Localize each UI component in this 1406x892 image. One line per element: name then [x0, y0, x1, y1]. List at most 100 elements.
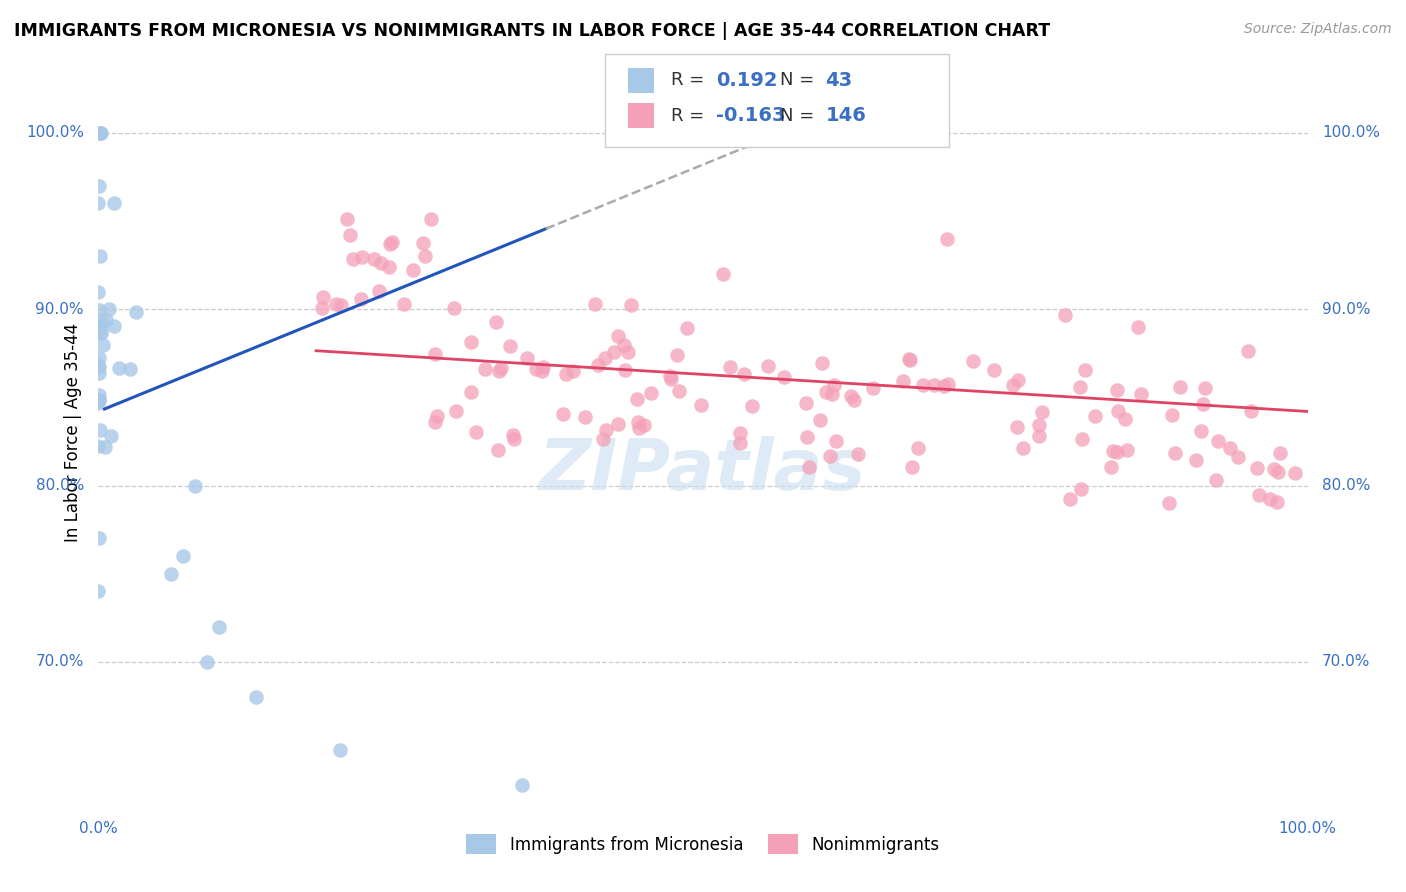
- Point: [87, 351, 110, 365]
- Point: [901, 460, 924, 475]
- Point: [613, 338, 636, 352]
- Point: [1268, 446, 1291, 460]
- Point: [1126, 320, 1149, 334]
- Point: [91, 337, 114, 351]
- Point: [922, 378, 945, 392]
- Point: [1246, 461, 1268, 475]
- Text: 100.0%: 100.0%: [25, 126, 84, 140]
- Point: [474, 361, 496, 376]
- Point: [89, 249, 111, 263]
- Point: [1073, 363, 1095, 377]
- Point: [87, 532, 110, 546]
- Point: [87, 302, 110, 317]
- Point: [797, 459, 820, 474]
- Point: [1059, 492, 1081, 507]
- Point: [574, 409, 596, 424]
- Point: [392, 297, 415, 311]
- Point: [1226, 450, 1249, 464]
- Text: R =: R =: [671, 71, 710, 89]
- Point: [1107, 403, 1129, 417]
- Point: [1130, 386, 1153, 401]
- Point: [1284, 466, 1306, 480]
- Point: [489, 361, 512, 376]
- Point: [1069, 380, 1091, 394]
- Text: R =: R =: [671, 107, 710, 125]
- Point: [898, 353, 921, 368]
- Point: [1267, 494, 1289, 508]
- Point: [311, 301, 333, 315]
- Point: [1107, 445, 1129, 459]
- Point: [336, 211, 359, 226]
- Point: [1240, 404, 1263, 418]
- Point: [1168, 379, 1191, 393]
- Point: [423, 347, 446, 361]
- Point: [1260, 492, 1282, 507]
- Point: [412, 235, 434, 250]
- Point: [893, 375, 915, 389]
- Text: 146: 146: [825, 106, 866, 126]
- Point: [363, 252, 385, 266]
- Point: [460, 384, 482, 399]
- Point: [588, 358, 610, 372]
- Point: [381, 235, 404, 249]
- Point: [208, 619, 231, 633]
- Point: [627, 421, 650, 435]
- Text: 100.0%: 100.0%: [1278, 821, 1337, 836]
- Point: [839, 389, 862, 403]
- Point: [627, 415, 650, 429]
- Point: [195, 655, 218, 669]
- Text: 80.0%: 80.0%: [1322, 478, 1371, 493]
- Point: [524, 362, 547, 376]
- Text: 90.0%: 90.0%: [1322, 301, 1371, 317]
- Point: [936, 232, 959, 246]
- Point: [1159, 496, 1181, 510]
- Text: N =: N =: [780, 107, 820, 125]
- Point: [823, 377, 845, 392]
- Point: [932, 379, 955, 393]
- Point: [89, 423, 111, 437]
- Point: [108, 361, 131, 376]
- Point: [325, 297, 347, 311]
- Point: [1105, 383, 1128, 397]
- Text: N =: N =: [780, 71, 820, 89]
- Point: [464, 425, 486, 440]
- Point: [1002, 377, 1025, 392]
- Point: [595, 423, 617, 437]
- Point: [510, 778, 533, 792]
- Point: [531, 360, 554, 375]
- Point: [93, 440, 115, 454]
- Point: [1084, 409, 1107, 423]
- Point: [661, 372, 683, 386]
- Point: [1102, 444, 1125, 458]
- Point: [1184, 453, 1206, 467]
- Point: [640, 385, 662, 400]
- Point: [423, 415, 446, 429]
- Point: [1007, 373, 1029, 387]
- Point: [89, 366, 111, 380]
- Point: [626, 392, 648, 407]
- Point: [378, 260, 401, 274]
- Point: [352, 250, 374, 264]
- Text: Source: ZipAtlas.com: Source: ZipAtlas.com: [1244, 22, 1392, 37]
- Point: [606, 329, 628, 343]
- Point: [89, 126, 111, 140]
- Point: [87, 395, 110, 409]
- Point: [100, 429, 122, 443]
- Point: [1263, 462, 1285, 476]
- Point: [1160, 409, 1182, 423]
- Point: [718, 360, 741, 375]
- Point: [620, 298, 643, 312]
- Point: [711, 268, 734, 282]
- Point: [245, 690, 267, 705]
- Point: [1205, 473, 1227, 487]
- Point: [368, 284, 391, 298]
- Point: [402, 262, 425, 277]
- Point: [825, 434, 848, 448]
- Point: [1236, 343, 1258, 358]
- Point: [160, 566, 183, 581]
- Point: [1031, 404, 1053, 418]
- Point: [658, 368, 681, 383]
- Text: -0.163: -0.163: [716, 106, 785, 126]
- Text: 0.192: 0.192: [716, 70, 778, 90]
- Point: [897, 351, 920, 366]
